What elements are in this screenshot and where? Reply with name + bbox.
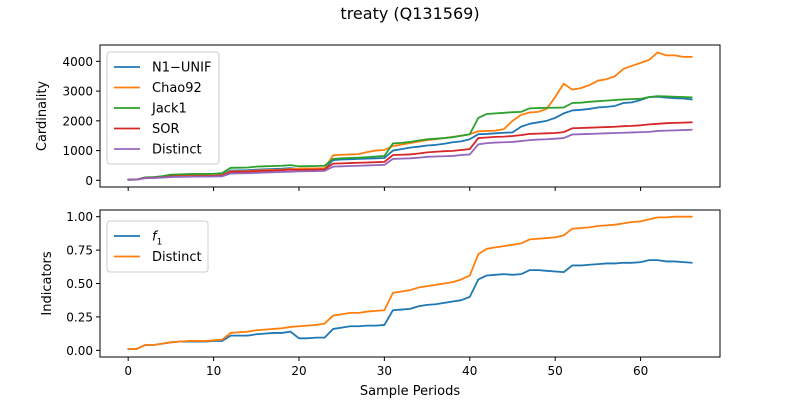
legend-entry-name: Chao92	[152, 81, 202, 96]
legend-entry-name: Jack1	[151, 102, 187, 117]
legend-entry-label: Distinct	[152, 143, 202, 158]
chart-title: treaty (Q131569)	[340, 4, 479, 23]
x-tick-label: 20	[291, 364, 306, 378]
legend: N1−UNIF Chao92 Jack1 SOR Distinct	[106, 51, 220, 165]
x-tick-label: 60	[633, 364, 648, 378]
y-axis-label: Indicators	[40, 251, 55, 315]
legend-entry-name: Distinct	[152, 143, 202, 158]
y-tick-label: 0.00	[66, 344, 93, 358]
y-tick-label: 2000	[62, 114, 93, 128]
axes-frame	[99, 44, 721, 188]
y-tick-label: 0.50	[66, 277, 93, 291]
cardinality-panel: 0 1000 2000 3000 4000 Cardinality N1−UNIF Chao9…	[35, 44, 721, 191]
y-tick-label: 0.75	[66, 244, 93, 258]
legend-entry-label: N1−UNIF	[152, 61, 211, 76]
legend: f1 Distinct	[106, 220, 209, 273]
x-tick-label: 40	[462, 364, 477, 378]
legend-entry-name: f	[152, 230, 159, 245]
axes-frame	[99, 209, 721, 358]
legend-entry-name: SOR	[152, 122, 180, 137]
legend-entry-label: Chao92	[152, 81, 202, 96]
x-tick-label: 10	[206, 364, 221, 378]
y-axis-label: Cardinality	[35, 81, 50, 152]
y-tick-label: 0.25	[66, 310, 93, 324]
series-line-4	[127, 128, 693, 181]
x-tick-label: 0	[124, 364, 132, 378]
legend-entry-label: Jack1	[151, 102, 187, 117]
legend-entry-name: Distinct	[152, 250, 202, 265]
y-tick-label: 4000	[62, 55, 93, 69]
y-tick-label: 0	[85, 174, 93, 188]
y-tick-label: 3000	[62, 85, 93, 99]
indicators-panel: 0 10 20 30 40 50 60 0.00 0.25 0.50 0.75 1.00 Indicat…	[40, 209, 721, 399]
x-axis-label: Sample Periods	[360, 384, 460, 399]
legend-entry-subscript: 1	[157, 238, 163, 248]
y-tick-label: 1.00	[66, 210, 93, 224]
legend-entry-label: SOR	[152, 122, 180, 137]
x-tick-label: 50	[548, 364, 563, 378]
legend-entry-name: N1−UNIF	[152, 61, 211, 76]
legend-box	[106, 51, 220, 165]
series-line-0	[127, 259, 693, 350]
legend-entry-label: f1	[152, 230, 162, 248]
y-tick-label: 1000	[62, 144, 93, 158]
series-line-1	[127, 215, 693, 350]
legend-box	[106, 220, 209, 273]
series-line-2	[127, 95, 693, 181]
x-tick-label: 30	[377, 364, 392, 378]
legend-entry-label: Distinct	[152, 250, 202, 265]
